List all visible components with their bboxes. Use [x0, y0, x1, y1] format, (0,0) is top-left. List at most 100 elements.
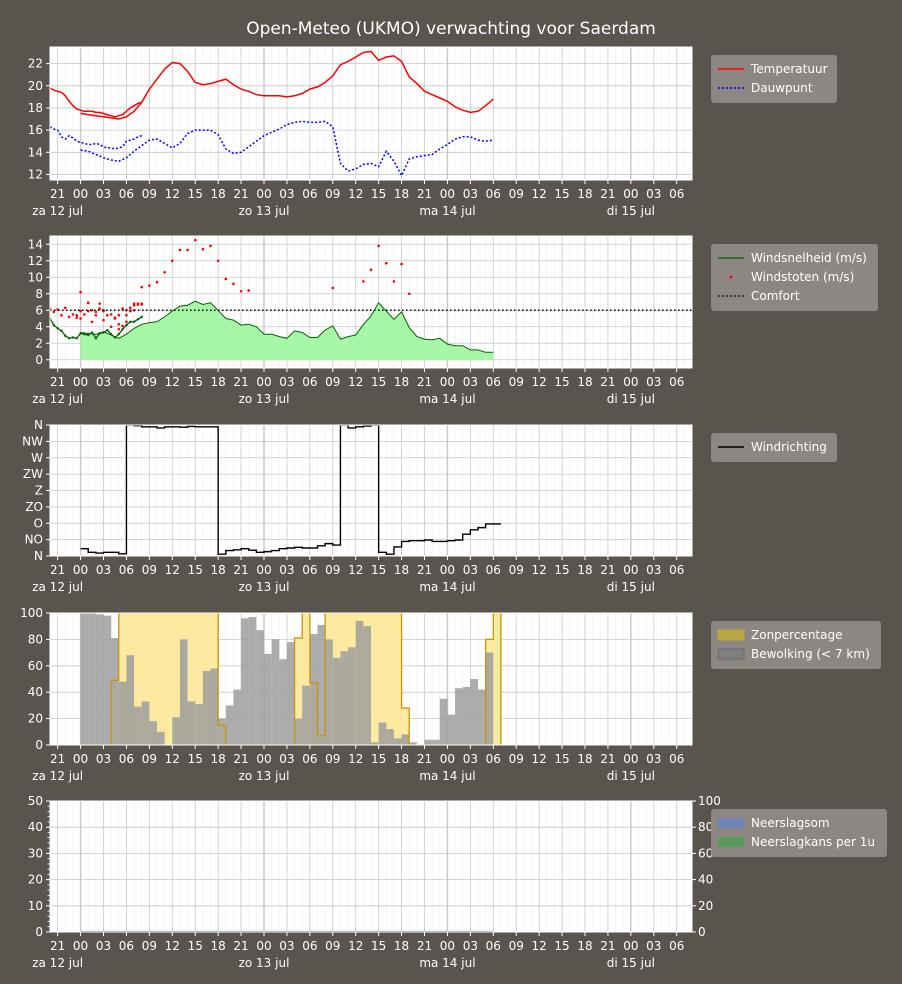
x-tick-label: 06	[669, 752, 684, 766]
cloud-bar	[241, 618, 249, 745]
x-day-label: zo 13 jul	[239, 580, 290, 594]
cloud-bar	[248, 616, 257, 745]
gust-point	[121, 307, 124, 310]
cloud-bar	[195, 704, 203, 745]
x-day-label: di 15 jul	[607, 204, 655, 218]
legend-label: Bewolking (< 7 km)	[751, 647, 870, 661]
gust-point	[128, 306, 132, 310]
cloud-bar	[309, 634, 318, 745]
x-tick-label: 15	[371, 752, 386, 766]
gust-point	[384, 261, 388, 265]
x-tick-label: 15	[371, 939, 386, 953]
legend-box	[711, 244, 878, 311]
x-tick-label: 06	[119, 563, 134, 577]
x-day-label: di 15 jul	[607, 392, 655, 406]
gust-point	[140, 302, 144, 305]
x-day-label: ma 14 jul	[419, 392, 475, 406]
wind-point	[94, 337, 98, 340]
gust-point	[67, 315, 71, 319]
cloud-bar	[478, 689, 486, 745]
x-tick-label: 15	[554, 187, 569, 201]
y-tick-label: 22	[28, 57, 43, 71]
plot-frame	[49, 235, 693, 369]
x-tick-label: 09	[509, 187, 524, 201]
wind-point	[117, 332, 120, 336]
y-tick-label: 10	[28, 899, 43, 913]
plot-frame	[49, 46, 693, 181]
gust-point	[98, 302, 101, 305]
cloud-bar	[393, 738, 402, 745]
legend-label: Windstoten (m/s)	[751, 270, 854, 284]
x-tick-label: 21	[417, 752, 432, 766]
x-tick-label: 00	[73, 939, 88, 953]
y-tick-label: 6	[35, 303, 43, 317]
x-tick-label: 00	[440, 563, 455, 577]
x-tick-label: 18	[394, 187, 409, 201]
cloud-bar	[88, 613, 96, 745]
x-tick-label: 21	[233, 187, 248, 201]
x-day-label: za 12 jul	[32, 204, 83, 218]
x-tick-label: 00	[73, 375, 88, 389]
gust-point	[75, 316, 79, 319]
y-tick-label: 40	[28, 820, 43, 834]
cloud-bar	[325, 639, 333, 745]
cloud-bar	[424, 739, 433, 745]
x-tick-label: 12	[532, 939, 547, 953]
x-tick-label: 06	[486, 187, 501, 201]
gust-point	[117, 313, 121, 317]
y-tick-label: NW	[22, 434, 43, 448]
gust-point	[209, 244, 212, 248]
x-tick-label: 09	[509, 752, 524, 766]
gust-point	[155, 280, 159, 284]
cloud-bar	[225, 705, 234, 745]
x-tick-label: 12	[165, 563, 180, 577]
x-tick-label: 21	[50, 187, 65, 201]
gust-point	[178, 248, 182, 252]
cloud-bar	[202, 671, 211, 745]
wind-point	[64, 334, 67, 338]
wind-point	[71, 336, 75, 339]
gust-point	[392, 280, 396, 283]
y-tick-label: Z	[35, 484, 43, 498]
gust-point	[216, 259, 220, 263]
x-tick-label: 18	[211, 375, 226, 389]
y-tick-label: O	[34, 516, 43, 530]
x-tick-label: 00	[440, 187, 455, 201]
x-tick-label: 06	[669, 563, 684, 577]
x-tick-label: 21	[50, 563, 65, 577]
cloud-bar	[103, 615, 112, 745]
x-tick-label: 15	[554, 375, 569, 389]
x-tick-label: 03	[96, 187, 111, 201]
x-tick-label: 21	[50, 752, 65, 766]
x-tick-label: 12	[165, 939, 180, 953]
y-tick-label: 20	[28, 712, 43, 726]
x-day-label: ma 14 jul	[419, 956, 475, 970]
cloud-bar	[332, 657, 341, 745]
y2-tick-label: 40	[698, 873, 713, 887]
y-tick-label: 20	[28, 79, 43, 93]
gust-point	[125, 320, 128, 324]
wind-point	[75, 337, 78, 340]
x-day-label: za 12 jul	[32, 392, 83, 406]
x-tick-label: 12	[165, 375, 180, 389]
x-tick-label: 09	[142, 939, 157, 953]
cloud-bar	[455, 688, 463, 745]
legend-label: Neerslagsom	[751, 816, 830, 830]
x-tick-label: 09	[142, 563, 157, 577]
x-tick-label: 15	[371, 187, 386, 201]
x-tick-label: 03	[463, 375, 478, 389]
gust-point	[132, 302, 136, 305]
x-tick-label: 06	[669, 187, 684, 201]
gust-point	[193, 238, 197, 242]
gust-point	[79, 290, 82, 294]
cloud-bar	[340, 651, 349, 745]
legend-box	[711, 621, 881, 669]
cloud-bar	[256, 630, 264, 745]
x-tick-label: 12	[532, 187, 547, 201]
x-tick-label: 18	[211, 939, 226, 953]
x-tick-label: 09	[325, 563, 340, 577]
cloud-bar	[118, 681, 127, 745]
y-tick-label: 100	[20, 606, 43, 620]
y-tick-label: N	[34, 418, 43, 432]
wind-point	[52, 323, 56, 327]
